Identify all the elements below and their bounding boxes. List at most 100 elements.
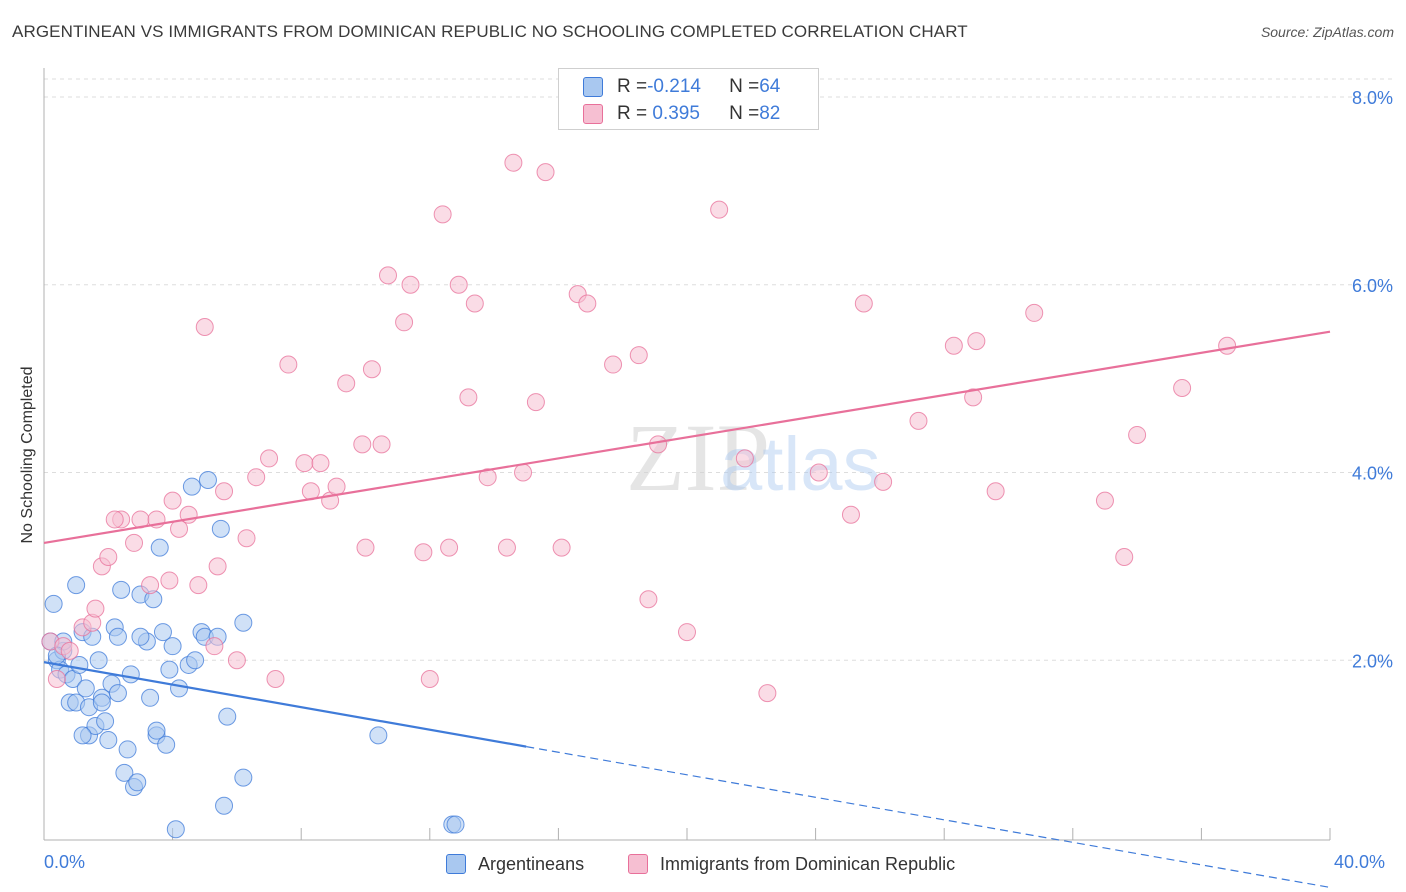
chart-source: Source: ZipAtlas.com xyxy=(1260,24,1394,40)
series-legend-dominican[interactable]: Immigrants from Dominican Republic xyxy=(628,851,955,877)
y-tick-label: 4.0% xyxy=(1352,464,1393,484)
argentinean-point xyxy=(446,815,465,834)
legend-r-value: 0.395 xyxy=(647,103,700,124)
dominican-point xyxy=(401,275,420,294)
dominican-point xyxy=(578,294,597,313)
argentinean-point xyxy=(128,773,147,792)
dominican-point xyxy=(215,482,234,501)
dominican-point xyxy=(433,205,452,224)
argentinean-point xyxy=(166,820,185,839)
legend-r-label: R = xyxy=(617,76,648,97)
argentinean-point xyxy=(115,763,134,782)
dominican-point xyxy=(311,454,330,473)
dominican-point xyxy=(1128,425,1147,444)
argentinean-point xyxy=(153,623,172,642)
argentinean-point xyxy=(92,693,111,712)
legend-n-value: 82 xyxy=(759,103,781,124)
y-tick-label: 8.0% xyxy=(1352,88,1393,108)
dominican-point xyxy=(227,651,246,670)
dominican-point xyxy=(504,153,523,172)
dominican-point xyxy=(362,360,381,379)
series-legend-argentineans[interactable]: Argentineans xyxy=(446,851,584,877)
dominican-point xyxy=(735,449,754,468)
dominican-point xyxy=(356,538,375,557)
legend-n-label: N = xyxy=(729,76,760,97)
argentinean-point xyxy=(182,477,201,496)
dominican-point xyxy=(536,163,555,182)
y-tick-label: 6.0% xyxy=(1352,276,1393,296)
dominican-point xyxy=(160,571,179,590)
argentinean-point xyxy=(215,796,234,815)
dominican-point xyxy=(552,538,571,557)
argentinean-point xyxy=(160,660,179,679)
legend-swatch-blue xyxy=(583,77,603,97)
dominican-point xyxy=(1025,303,1044,322)
dominican-point xyxy=(237,529,256,548)
series-legend-label: Immigrants from Dominican Republic xyxy=(660,853,956,874)
dominican-point xyxy=(420,670,439,689)
argentinean-point xyxy=(112,580,131,599)
dominican-point xyxy=(99,547,118,566)
argentinean-point xyxy=(67,576,86,595)
dominican-point xyxy=(337,374,356,393)
argentinean-point xyxy=(131,627,150,646)
dominican-point xyxy=(854,294,873,313)
argentinean-trend-line xyxy=(43,661,527,748)
dominican-point xyxy=(372,435,391,454)
legend-r-label: R = xyxy=(617,103,648,124)
dominican-point xyxy=(440,538,459,557)
dominican-point xyxy=(395,313,414,332)
dominican-point xyxy=(841,505,860,524)
argentinean-point xyxy=(234,768,253,787)
dominican-point xyxy=(279,355,298,374)
argentinean-point xyxy=(234,613,253,632)
argentinean-point xyxy=(108,627,127,646)
y-tick-labels: 2.0% 4.0% 6.0% 8.0% xyxy=(1352,88,1393,671)
series-legend: Argentineans Immigrants from Dominican R… xyxy=(0,851,1406,877)
dominican-point xyxy=(678,623,696,642)
dominican-point xyxy=(205,637,224,656)
argentinean-point xyxy=(218,707,237,726)
dominican-point xyxy=(465,294,484,313)
dominican-point xyxy=(353,435,372,454)
argentinean-point xyxy=(150,538,169,557)
dominican-point xyxy=(964,388,983,407)
legend-row-argentineans: R = -0.214 N = 64 xyxy=(583,75,780,99)
argentinean-point xyxy=(44,594,63,613)
argentinean-point xyxy=(163,637,182,656)
dominican-point xyxy=(514,463,533,482)
chart-title: ARGENTINEAN VS IMMIGRANTS FROM DOMINICAN… xyxy=(12,22,968,41)
dominican-point xyxy=(247,468,266,487)
dominican-point xyxy=(260,449,279,468)
y-tick-label: 2.0% xyxy=(1352,651,1393,671)
dominican-point xyxy=(141,576,160,595)
argentinean-point xyxy=(369,726,388,745)
legend-row-dominican: R = 0.395 N = 82 xyxy=(583,102,780,126)
watermark: ZIP atlas xyxy=(626,404,881,511)
dominican-point xyxy=(1173,379,1192,398)
trend-lines xyxy=(43,330,1331,889)
argentinean-point xyxy=(147,721,166,740)
dominican-point xyxy=(710,200,729,219)
argentinean-point xyxy=(157,735,176,754)
series-legend-label: Argentineans xyxy=(478,853,585,874)
dominican-point xyxy=(604,355,623,374)
dominican-point xyxy=(967,332,986,351)
dominican-point xyxy=(758,684,777,703)
dominican-point xyxy=(86,599,105,618)
dominican-point xyxy=(327,477,346,496)
argentinean-point xyxy=(121,665,140,684)
argentinean-point xyxy=(170,679,189,698)
dominican-point xyxy=(105,510,124,529)
dominican-point xyxy=(944,336,963,355)
gridlines xyxy=(44,78,1392,661)
dominican-point xyxy=(189,576,208,595)
dominican-point xyxy=(414,543,433,562)
series-swatch-pink xyxy=(628,854,648,874)
dominican-point xyxy=(459,388,478,407)
dominican-point xyxy=(478,468,497,487)
dominican-point xyxy=(125,533,144,552)
dominican-point xyxy=(47,670,66,689)
dominican-point xyxy=(266,670,285,689)
